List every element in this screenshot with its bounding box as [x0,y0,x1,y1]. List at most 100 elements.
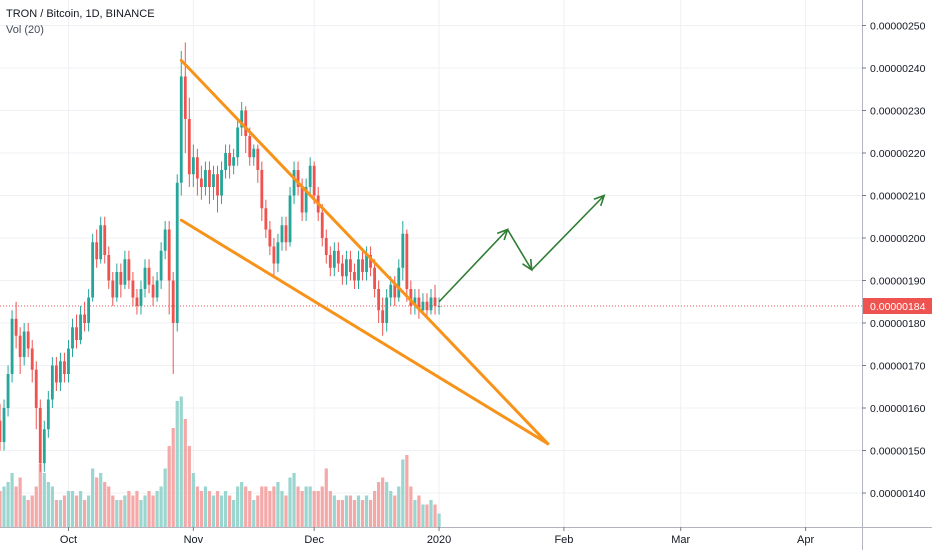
candle-body [83,314,86,323]
volume-bar [336,500,340,527]
volume-bar [389,491,393,527]
candle-body [123,259,127,285]
volume-bar [360,500,365,527]
volume-bar [171,428,175,527]
candle-body [437,306,441,307]
candle-body [38,408,42,464]
volume-bar [87,495,91,527]
volume-bar [324,468,328,527]
volume-bar [155,491,159,527]
candle-body [276,242,280,264]
y-tick-label: 0.00000150 [870,446,926,458]
candle-body [91,242,95,298]
volume-bar [244,486,248,527]
y-tick-label: 0.00000210 [870,191,926,203]
candle-body [216,174,219,196]
candle-body [139,289,143,306]
volume-bar [256,495,260,527]
candle-body [2,408,6,442]
chart-title: TRON / Bitcoin, 1D, BINANCE [6,8,155,20]
x-tick-label: Dec [304,534,324,546]
candle-body [345,259,348,277]
candle-body [54,365,58,383]
volume-bar [139,500,143,527]
candle-body [433,297,437,306]
chart-legend: TRON / Bitcoin, 1D, BINANCE Vol (20) [6,6,155,38]
candle-body [143,267,147,289]
candle-body [127,259,131,281]
volume-bar [381,477,385,527]
candle-body [240,110,244,128]
volume-bar [58,500,63,527]
candle-body [42,429,46,464]
volume-bar [260,486,264,527]
last-price-label: 0.00000184 [870,301,926,313]
volume-bar [328,491,332,527]
candle-body [10,318,14,374]
candle-body [71,327,74,349]
candle-body [292,170,296,196]
volume-bar [147,491,151,527]
candle-body [328,255,332,268]
x-tick-label: Nov [184,534,204,546]
volume-bar [127,491,131,527]
volume-bar [300,491,304,527]
volume-bar [268,491,272,527]
candle-body [26,331,30,349]
candle-body [280,225,284,243]
volume-bar [364,495,369,527]
volume-bar [240,482,244,527]
candle-body [260,170,264,209]
volume-bar [405,455,409,527]
volume-bar [352,500,357,527]
volume-bar [397,486,401,527]
volume-bar [111,495,115,527]
volume-bar [368,500,373,527]
candle-body [429,297,433,311]
volume-bar [62,495,67,527]
candle-body [340,263,344,277]
candle-body [272,246,276,264]
candle-body [377,289,381,311]
volume-bar [207,491,212,527]
volume-bar [348,495,353,527]
volume-bar [107,486,111,527]
volume-bar [115,500,119,527]
candle-body [14,318,18,336]
projection-arrow-head [593,194,606,207]
candle-body [46,399,50,430]
projection-arrow-segment [531,194,605,271]
candle-body [103,225,107,255]
x-tick-label: Oct [60,534,77,546]
volume-bar [276,482,280,527]
volume-bar [401,459,405,527]
candle-body [171,280,175,323]
x-tick-label: Feb [554,534,573,546]
volume-bar [417,495,421,527]
candle-body [87,297,91,323]
candle-body [369,255,372,268]
candle-body [63,361,66,374]
volume-bar [316,491,320,527]
y-tick-label: 0.00000250 [870,21,926,33]
candle-body [288,195,292,243]
volume-bar [131,495,135,527]
candle-body [208,170,211,187]
volume-bar [0,491,2,527]
volume-bar [437,513,441,527]
volume-bar [159,486,163,527]
volume-bar [385,482,389,527]
volume-bar [264,486,268,527]
volume-indicator-label: Vol (20) [6,24,44,36]
candle-body [151,284,155,298]
volume-bar [340,500,344,527]
volume-bar [288,477,292,527]
volume-bar [332,495,336,527]
volume-bar [236,486,240,527]
volume-bar [377,482,381,527]
projection-arrow-head [522,258,533,272]
candle-body [159,250,163,281]
candle-body [284,225,288,243]
